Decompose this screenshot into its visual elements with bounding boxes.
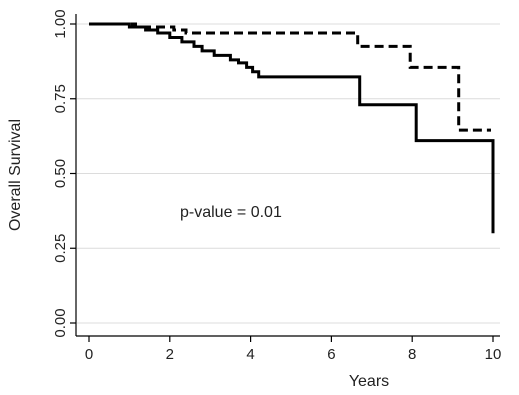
y-tick-label-1: 0.25 xyxy=(52,234,69,263)
y-axis-ticks: 0.00 0.25 0.50 0.75 1.00 xyxy=(52,9,76,338)
curve-solid xyxy=(89,22,495,234)
x-tick-label-2: 4 xyxy=(246,346,254,363)
x-axis-title: Years xyxy=(349,373,389,390)
x-tick-label-4: 8 xyxy=(408,346,416,363)
y-tick-label-2: 0.50 xyxy=(52,159,69,188)
grid-lines xyxy=(77,23,500,324)
p-value-annotation: p-value = 0.01 xyxy=(180,204,282,221)
y-axis-title: Overall Survival xyxy=(7,119,24,231)
x-tick-label-0: 0 xyxy=(85,346,93,363)
y-tick-label-3: 0.75 xyxy=(52,84,69,113)
y-tick-label-4: 1.00 xyxy=(52,9,69,38)
axes xyxy=(75,14,500,337)
x-axis-ticks: 0 2 4 6 8 10 xyxy=(85,336,502,363)
x-tick-label-5: 10 xyxy=(485,346,502,363)
y-tick-label-0: 0.00 xyxy=(52,308,69,337)
x-tick-label-3: 6 xyxy=(327,346,335,363)
survival-curves xyxy=(89,22,495,234)
x-tick-label-1: 2 xyxy=(166,346,174,363)
